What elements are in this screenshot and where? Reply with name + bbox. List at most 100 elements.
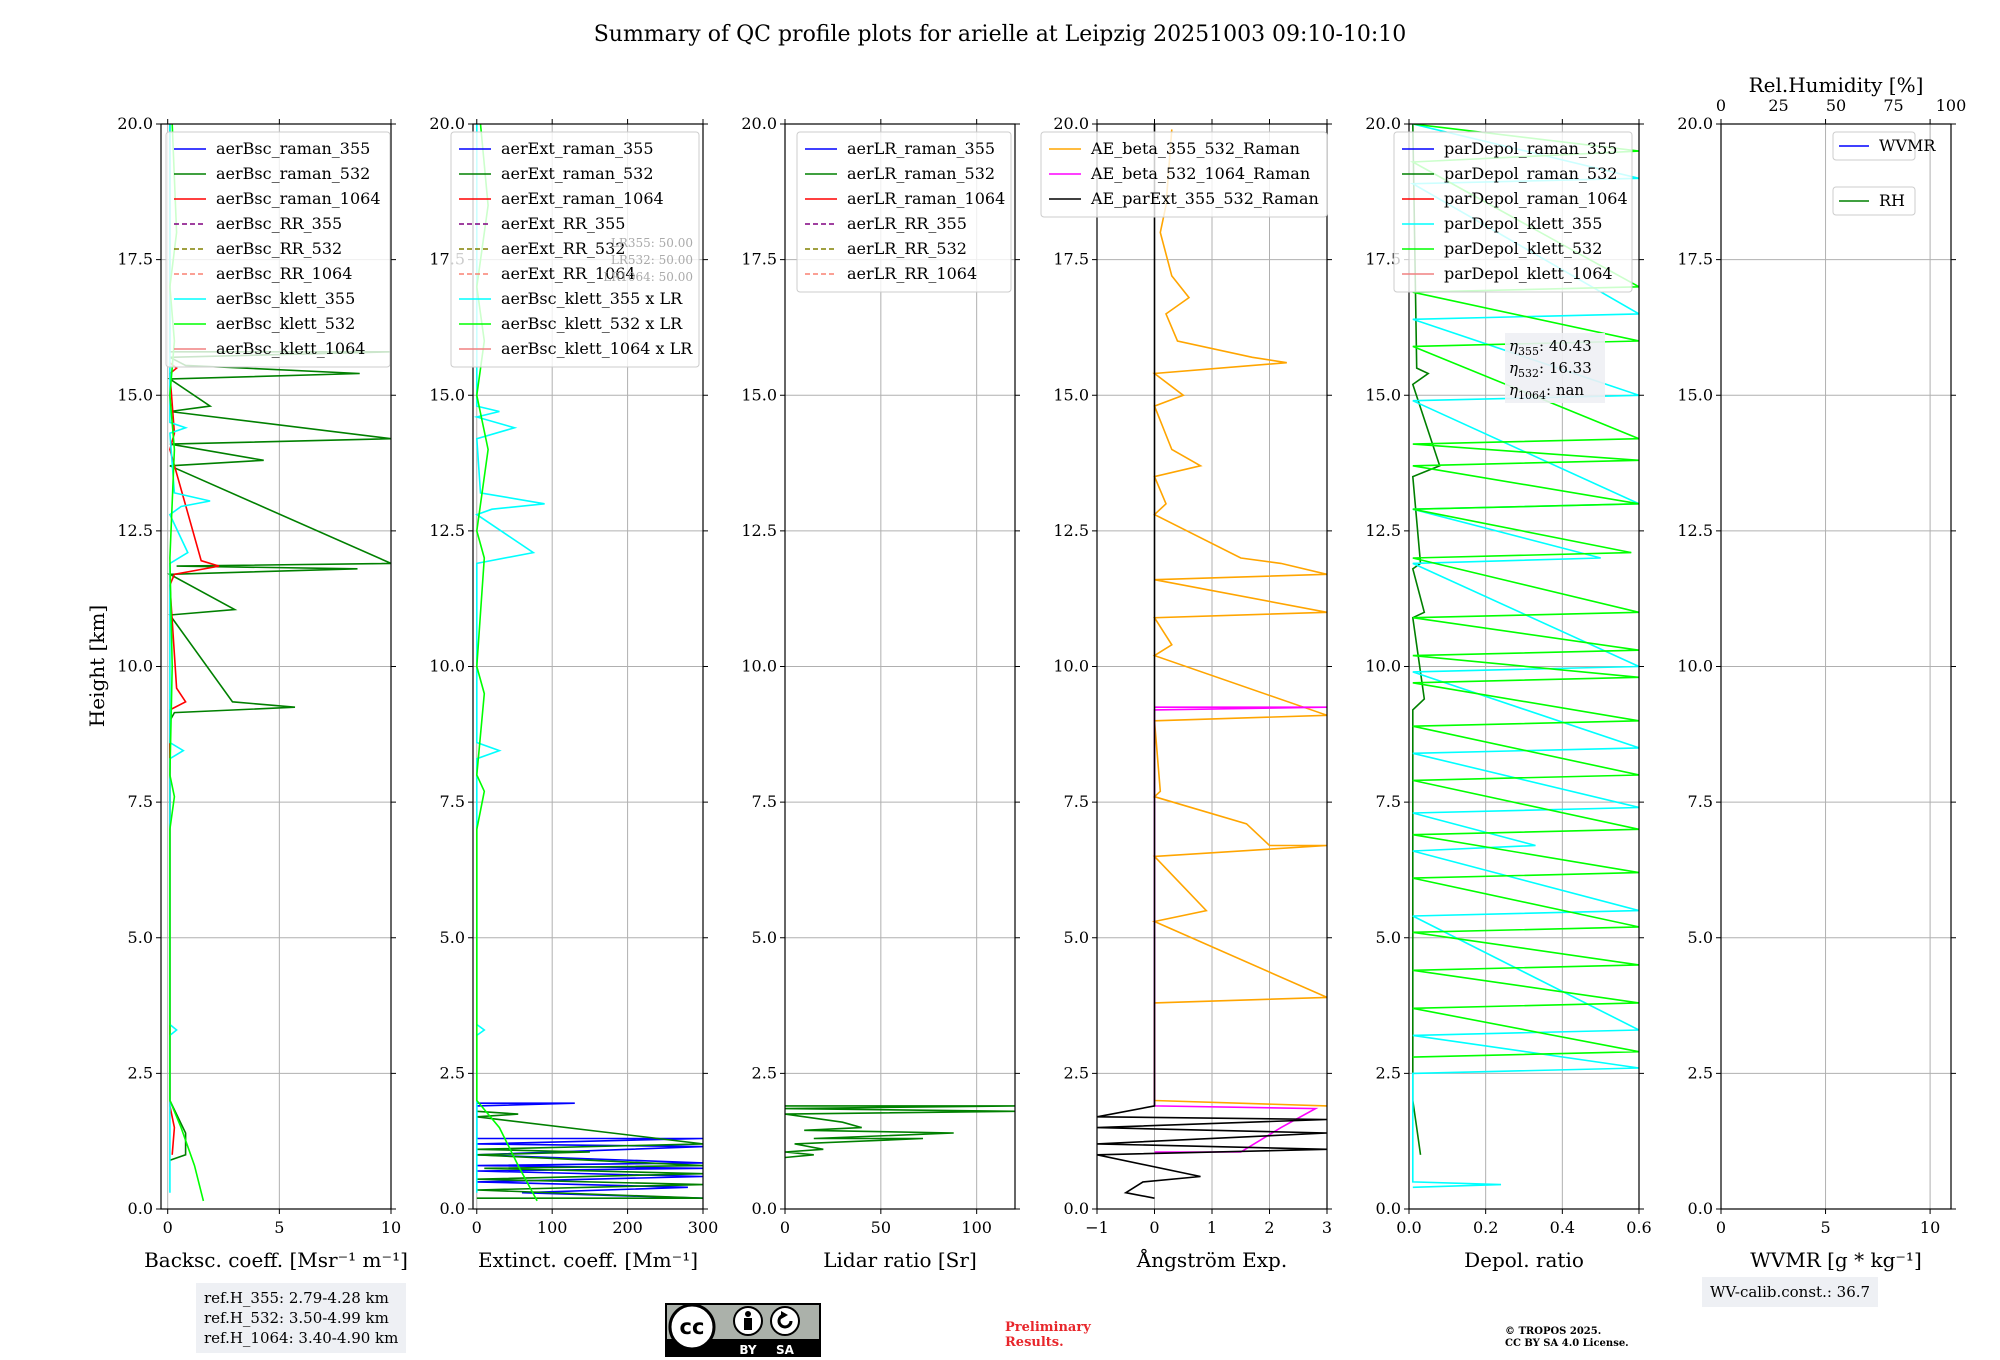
x-tick-label: 0 bbox=[780, 1218, 790, 1237]
top-tick-label: 0 bbox=[1716, 96, 1726, 115]
eta-value: η355: 40.43 bbox=[1509, 337, 1592, 358]
legend-entry: parDepol_klett_1064 bbox=[1444, 264, 1613, 283]
x-tick-label: 5 bbox=[1820, 1218, 1830, 1237]
y-axis-label: Height [km] bbox=[85, 605, 109, 727]
eta-value: η532: 16.33 bbox=[1509, 359, 1592, 380]
x-tick-label: 5 bbox=[274, 1218, 284, 1237]
legend-entry: aerLR_raman_532 bbox=[847, 164, 995, 183]
y-tick-label: 5.0 bbox=[1064, 928, 1089, 947]
x-tick-label: 0.6 bbox=[1626, 1218, 1651, 1237]
ref-height-532: ref.H_532: 3.50-4.99 km bbox=[204, 1309, 389, 1327]
legend-frame bbox=[1832, 131, 1916, 161]
y-tick-label: 15.0 bbox=[741, 385, 777, 404]
legend-frame bbox=[1040, 131, 1328, 218]
legend-entry: aerExt_RR_355 bbox=[501, 214, 625, 233]
legend-entry: aerLR_RR_355 bbox=[847, 214, 967, 233]
top-tick-label: 100 bbox=[1936, 96, 1967, 115]
legend-frame bbox=[796, 131, 1012, 293]
y-tick-label: 2.5 bbox=[128, 1063, 153, 1082]
y-tick-label: 10.0 bbox=[1365, 657, 1401, 676]
x-axis-label: Depol. ratio bbox=[1464, 1248, 1584, 1272]
legend-entry: aerBsc_klett_355 x LR bbox=[501, 289, 683, 308]
panel-6: 0.02.55.07.510.012.515.017.520.00 5 10WVMR… bbox=[1677, 73, 1966, 1272]
legend-entry: aerBsc_RR_355 bbox=[216, 214, 342, 233]
y-tick-label: 15.0 bbox=[1053, 385, 1089, 404]
y-tick-label: 10.0 bbox=[1053, 657, 1089, 676]
legend-entry: aerBsc_raman_532 bbox=[216, 164, 370, 183]
panel-4: 0.0 2.5 5.0 7.5 10.0 12.5 15.0 17.5 20.0 −1 0 1 2 3 Ån… bbox=[1040, 114, 1332, 1272]
legend-entry: aerLR_raman_1064 bbox=[847, 189, 1005, 208]
legend-frame bbox=[165, 131, 391, 368]
copyright-line-2: CC BY SA 4.0 License. bbox=[1505, 1338, 1629, 1349]
x-tick-label: 300 bbox=[688, 1218, 719, 1237]
legend-entry: parDepol_raman_532 bbox=[1444, 164, 1617, 183]
ref-height-355: ref.H_355: 2.79-4.28 km bbox=[204, 1289, 389, 1307]
eta-number: : 40.43 bbox=[1539, 337, 1592, 355]
x-tick-label: 0.4 bbox=[1550, 1218, 1575, 1237]
legend-entry: aerBsc_RR_532 bbox=[216, 239, 342, 258]
y-tick-label: 0.0 bbox=[128, 1199, 153, 1218]
legend-entry: aerBsc_klett_532 bbox=[216, 314, 355, 333]
legend-entry: aerLR_raman_355 bbox=[847, 139, 995, 158]
reference-height-box: ref.H_355: 2.79-4.28 km ref.H_532: 3.50-… bbox=[196, 1283, 407, 1353]
legend-entry: aerLR_RR_532 bbox=[847, 239, 967, 258]
legend-entry: aerBsc_klett_532 x LR bbox=[501, 314, 683, 333]
top-tick-label: 50 bbox=[1826, 96, 1846, 115]
y-tick-label: 5.0 bbox=[440, 928, 465, 947]
legend-entry: WVMR bbox=[1879, 136, 1936, 155]
legend-entry: aerBsc_raman_355 bbox=[216, 139, 370, 158]
eta-symbol: η bbox=[1509, 337, 1518, 355]
legend-entry: aerExt_raman_355 bbox=[501, 139, 654, 158]
legend: aerLR_raman_355 aerLR_raman_532 aerLR_rama… bbox=[796, 131, 1012, 293]
top-axis-label: Rel.Humidity [%] bbox=[1749, 73, 1924, 97]
y-tick-label: 5.0 bbox=[752, 928, 777, 947]
y-tick-label: 17.5 bbox=[1365, 250, 1401, 269]
legend: aerExt_raman_355 aerExt_raman_532 aerExt_r… bbox=[450, 131, 700, 368]
legend-entry: parDepol_klett_532 bbox=[1444, 239, 1602, 258]
x-axis-label: WVMR [g * kg⁻¹] bbox=[1750, 1248, 1922, 1272]
y-tick-label: 0.0 bbox=[1376, 1199, 1401, 1218]
lidar-ratio-note: LR355: 50.00 bbox=[611, 236, 693, 250]
x-axis-label: Ångström Exp. bbox=[1136, 1247, 1287, 1272]
y-tick-label: 10.0 bbox=[429, 657, 465, 676]
y-tick-label: 2.5 bbox=[1688, 1063, 1713, 1082]
x-tick-label: 200 bbox=[612, 1218, 643, 1237]
lidar-ratio-note: LR1064: 50.00 bbox=[603, 270, 693, 284]
y-tick-label: 15.0 bbox=[1365, 385, 1401, 404]
y-tick-label: 5.0 bbox=[1376, 928, 1401, 947]
y-tick-label: 12.5 bbox=[741, 521, 777, 540]
x-tick-label: 50 bbox=[871, 1218, 891, 1237]
lidar-ratio-note: LR532: 50.00 bbox=[611, 253, 693, 267]
cc-badge-sa: SA bbox=[776, 1343, 795, 1357]
legend: parDepol_raman_355 parDepol_raman_532 parD… bbox=[1393, 131, 1633, 293]
legend-entry: aerBsc_RR_1064 bbox=[216, 264, 352, 283]
legend-entry: AE_parExt_355_532_Raman bbox=[1090, 189, 1319, 208]
eta-symbol: η bbox=[1509, 381, 1518, 399]
legend-entry: AE_beta_532_1064_Raman bbox=[1090, 164, 1310, 183]
y-tick-label: 7.5 bbox=[1376, 792, 1401, 811]
legend-entry: RH bbox=[1879, 191, 1905, 210]
x-tick-label: 100 bbox=[961, 1218, 992, 1237]
ref-height-1064: ref.H_1064: 3.40-4.90 km bbox=[204, 1329, 399, 1347]
x-tick-label: −1 bbox=[1085, 1218, 1109, 1237]
legend-entry: aerLR_RR_1064 bbox=[847, 264, 977, 283]
preliminary-line-2: Results. bbox=[1005, 1335, 1064, 1350]
top-tick-label: 75 bbox=[1883, 96, 1903, 115]
x-tick-label: 10 bbox=[1920, 1218, 1940, 1237]
y-tick-label: 15.0 bbox=[429, 385, 465, 404]
cc-by-sa-license-badge: cc BY SA bbox=[665, 1303, 821, 1357]
y-tick-label: 7.5 bbox=[128, 792, 153, 811]
y-tick-label: 17.5 bbox=[741, 250, 777, 269]
legend-entry: aerExt_raman_532 bbox=[501, 164, 654, 183]
preliminary-line-1: Preliminary bbox=[1005, 1320, 1091, 1335]
legend-entry: parDepol_raman_355 bbox=[1444, 139, 1617, 158]
x-tick-label: 0.2 bbox=[1473, 1218, 1498, 1237]
y-tick-label: 20.0 bbox=[741, 114, 777, 133]
x-tick-label: 2 bbox=[1264, 1218, 1274, 1237]
x-tick-label: 100 bbox=[537, 1218, 568, 1237]
series-AE_beta_355_532_Raman bbox=[1151, 129, 1327, 1107]
legend-frame bbox=[1393, 131, 1633, 293]
y-tick-label: 0.0 bbox=[440, 1199, 465, 1218]
eta-subscript: 1064 bbox=[1518, 389, 1546, 402]
legend-entry: parDepol_klett_355 bbox=[1444, 214, 1602, 233]
